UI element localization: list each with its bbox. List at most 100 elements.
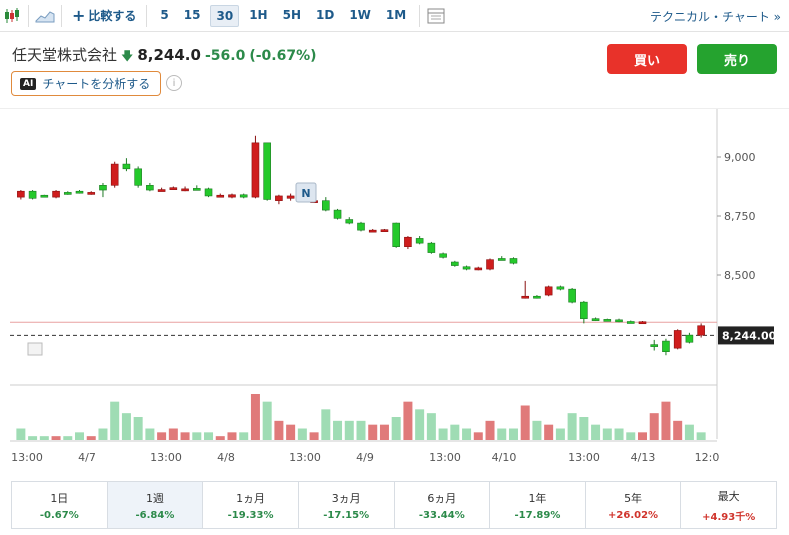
candle-body bbox=[439, 253, 447, 258]
candle-body bbox=[697, 325, 705, 336]
candle-body bbox=[521, 295, 530, 299]
period-label: 1日 bbox=[50, 491, 69, 505]
technical-chart-link[interactable]: テクニカル・チャート » bbox=[649, 10, 781, 24]
volume-bar bbox=[602, 428, 612, 440]
candle-body bbox=[662, 340, 670, 353]
buy-button[interactable]: 買い bbox=[607, 44, 687, 74]
last-price-label: 8,244.00 bbox=[722, 329, 777, 342]
candle-body bbox=[17, 190, 25, 198]
last-price-tag bbox=[718, 326, 774, 345]
x-tick-label: 13:00 bbox=[429, 451, 461, 464]
volume-bar bbox=[39, 436, 49, 440]
volume-bar bbox=[485, 420, 495, 440]
divider bbox=[419, 4, 421, 27]
volume-bar bbox=[250, 394, 260, 440]
candle-body bbox=[87, 192, 96, 195]
volume-bar bbox=[626, 432, 636, 440]
candle-body bbox=[192, 188, 201, 191]
period-tab[interactable]: 6ヵ月 -33.44% bbox=[395, 482, 491, 528]
interval-button-1h[interactable]: 1H bbox=[249, 7, 268, 22]
volume-bar bbox=[63, 436, 73, 440]
period-tab[interactable]: 最大 +4.93千% bbox=[681, 482, 776, 528]
last-price: 8,244.0 bbox=[137, 46, 201, 64]
candle-body bbox=[556, 286, 565, 290]
candle-body bbox=[650, 344, 659, 347]
candle-body bbox=[415, 238, 424, 244]
info-icon[interactable]: i bbox=[166, 75, 182, 91]
candle-body bbox=[75, 190, 84, 194]
period-tab[interactable]: 3ヵ月 -17.15% bbox=[299, 482, 395, 528]
interval-button-30[interactable]: 30 bbox=[210, 4, 240, 27]
candle-body bbox=[474, 267, 483, 271]
volume-bar bbox=[133, 417, 143, 440]
down-arrow-icon: 🡇 bbox=[121, 49, 134, 63]
period-change: -0.67% bbox=[39, 509, 79, 521]
candle-body bbox=[568, 288, 576, 303]
news-marker bbox=[295, 182, 317, 203]
volume-bar bbox=[297, 428, 307, 440]
interval-button-5[interactable]: 5 bbox=[160, 7, 169, 22]
interval-button-15[interactable]: 15 bbox=[183, 7, 201, 22]
period-change: -33.44% bbox=[418, 509, 465, 521]
candle-body bbox=[392, 222, 400, 247]
period-tab[interactable]: 5年 +26.02% bbox=[586, 482, 682, 528]
volume-bar bbox=[637, 432, 647, 440]
candle-body bbox=[685, 334, 694, 343]
interval-button-1m[interactable]: 1M bbox=[385, 7, 407, 22]
chart-canvas[interactable]: 9,000 8,750 8,500 8,244.00 13:00 4/7 13:00 4/8 1… bbox=[0, 109, 789, 469]
volume-bar bbox=[473, 432, 483, 440]
interval-button-1w[interactable]: 1W bbox=[349, 7, 371, 22]
company-name: 任天堂株式会社 bbox=[12, 46, 118, 64]
interval-button-5h[interactable]: 5H bbox=[282, 7, 301, 22]
compare-button[interactable]: + 比較する bbox=[66, 6, 142, 25]
candle-body bbox=[404, 236, 412, 247]
volume-bar bbox=[368, 424, 378, 440]
candlestick-chart-icon[interactable] bbox=[0, 4, 24, 28]
volume-bar bbox=[555, 428, 565, 440]
period-change: -17.89% bbox=[514, 509, 561, 521]
x-tick-label: 13:00 bbox=[150, 451, 182, 464]
candle-body bbox=[146, 185, 154, 191]
volume-bar bbox=[344, 420, 354, 440]
ai-analyze-button[interactable]: AI チャートを分析する bbox=[11, 71, 161, 96]
price-chart[interactable]: 9,000 8,750 8,500 8,244.00 13:00 4/7 13:00 4/8 1… bbox=[0, 108, 789, 468]
period-label: 1ヵ月 bbox=[236, 491, 266, 505]
volume-bar bbox=[51, 436, 61, 440]
table-view-icon[interactable] bbox=[424, 4, 448, 28]
volume-bar bbox=[16, 428, 26, 440]
period-tab[interactable]: 1週 -6.84% bbox=[107, 482, 204, 528]
x-tick-label: 4/13 bbox=[631, 451, 656, 464]
period-tab[interactable]: 1日 -0.67% bbox=[12, 482, 108, 528]
volume-bar bbox=[579, 417, 589, 440]
volume-bar bbox=[379, 424, 389, 440]
candle-body bbox=[216, 194, 225, 198]
volume-bar bbox=[286, 424, 296, 440]
divider bbox=[61, 4, 62, 27]
volume-bar bbox=[157, 432, 167, 440]
area-chart-icon[interactable] bbox=[33, 4, 57, 28]
candle-body bbox=[580, 301, 588, 319]
candle-body bbox=[63, 192, 72, 195]
volume-bar bbox=[321, 409, 331, 440]
period-change: +26.02% bbox=[608, 509, 659, 521]
period-tab[interactable]: 1年 -17.89% bbox=[490, 482, 586, 528]
volume-bar bbox=[28, 436, 38, 440]
sell-button[interactable]: 売り bbox=[697, 44, 777, 74]
candle-body bbox=[333, 209, 342, 219]
volume-bar bbox=[168, 428, 178, 440]
candle-body bbox=[591, 318, 600, 321]
candle-body bbox=[427, 242, 436, 253]
candle-body bbox=[462, 266, 471, 270]
period-change: +4.93千% bbox=[702, 511, 756, 523]
volume-bar bbox=[661, 401, 671, 440]
interval-button-1d[interactable]: 1D bbox=[316, 7, 335, 22]
x-tick-label: 4/9 bbox=[356, 451, 374, 464]
y-tick-label: 8,750 bbox=[724, 210, 756, 223]
period-tab[interactable]: 1ヵ月 -19.33% bbox=[203, 482, 299, 528]
candle-body bbox=[615, 319, 623, 323]
period-change: -6.84% bbox=[135, 509, 175, 521]
candle-body bbox=[286, 195, 295, 199]
candle-body bbox=[357, 222, 365, 231]
volume-bar bbox=[180, 432, 190, 440]
volume-bar bbox=[497, 428, 507, 440]
